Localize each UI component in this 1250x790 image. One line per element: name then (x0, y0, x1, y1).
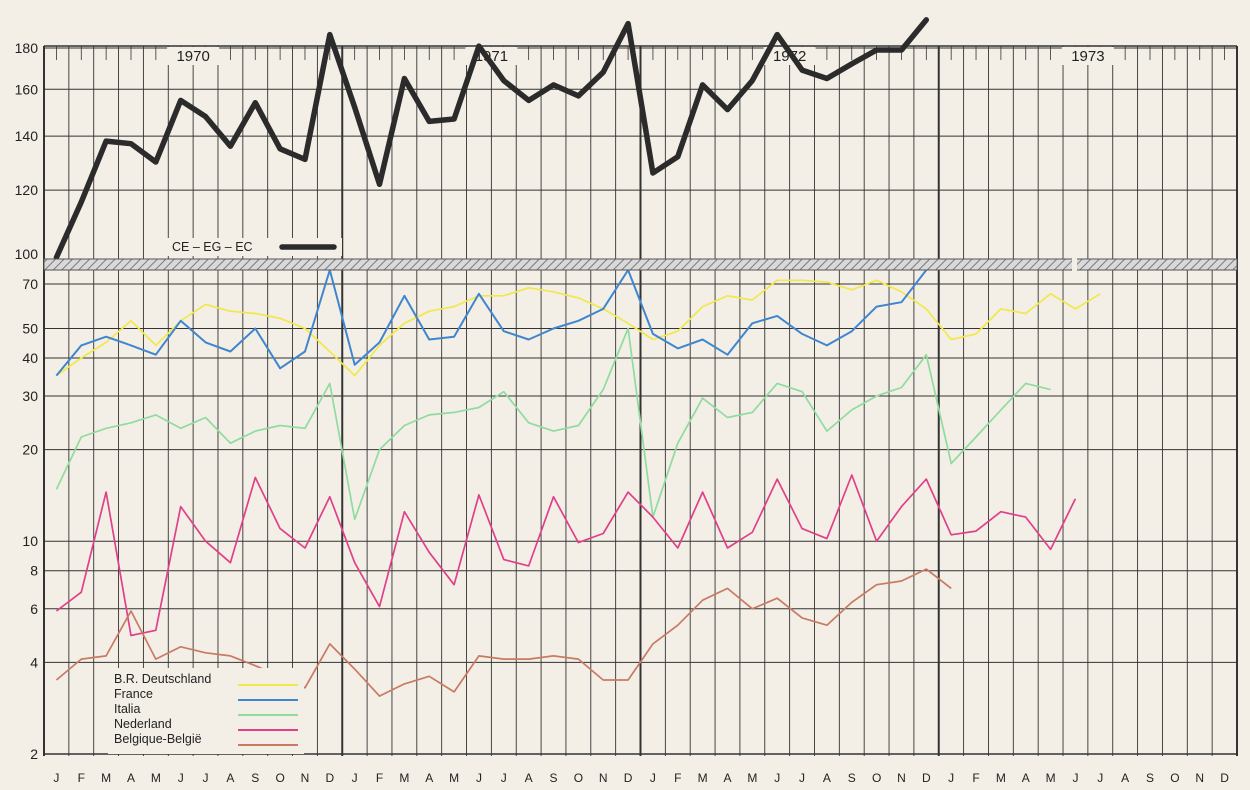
axis-break (43, 258, 1238, 271)
lower-tick-label: 50 (22, 320, 38, 336)
month-label: S (1146, 771, 1154, 785)
month-label: A (823, 771, 831, 785)
month-label: D (325, 771, 334, 785)
lower-tick-label: 4 (30, 654, 38, 670)
month-label: M (449, 771, 459, 785)
month-label: J (178, 771, 184, 785)
y-ticks: 180 160 140 120 100 70 50 40 30 20 10 8 6 4 2 (15, 40, 39, 762)
month-label: J (203, 771, 209, 785)
month-label: N (897, 771, 906, 785)
month-label: J (476, 771, 482, 785)
legend: CE – EG – EC B.R. DeutschlandFranceItalia… (108, 238, 342, 754)
year-label-box (167, 47, 220, 65)
month-label: J (948, 771, 954, 785)
month-label: J (501, 771, 507, 785)
series-line-0 (55, 279, 1101, 377)
ec-legend-box (166, 238, 342, 256)
legend-box (108, 668, 304, 754)
month-label: S (251, 771, 259, 785)
month-label: O (1170, 771, 1179, 785)
month-label: N (1195, 771, 1204, 785)
month-label: J (1072, 771, 1078, 785)
month-label: S (550, 771, 558, 785)
month-label: M (399, 771, 409, 785)
legend-label-0: B.R. Deutschland (114, 672, 211, 686)
lower-tick-label: 6 (30, 601, 38, 617)
lower-tick-label: 20 (22, 442, 38, 458)
legend-label-ec: CE – EG – EC (172, 240, 253, 254)
month-label: O (275, 771, 284, 785)
lower-tick-label: 8 (30, 563, 38, 579)
month-label: J (774, 771, 780, 785)
legend-label-1: France (114, 687, 153, 701)
upper-tick-label: 100 (15, 246, 39, 262)
month-label: D (922, 771, 931, 785)
legend-label-2: Italia (114, 702, 140, 716)
month-label: D (1220, 771, 1229, 785)
series-line-2 (55, 327, 1051, 521)
legend-label-3: Nederland (114, 717, 172, 731)
month-label: N (301, 771, 310, 785)
month-label: A (1022, 771, 1030, 785)
month-label: M (1046, 771, 1056, 785)
month-label: M (747, 771, 757, 785)
lower-series (55, 269, 1101, 697)
upper-tick-label: 140 (15, 128, 39, 144)
month-label: N (599, 771, 608, 785)
month-label: F (972, 771, 979, 785)
lower-tick-label: 40 (22, 350, 38, 366)
month-label: A (425, 771, 433, 785)
month-label: F (376, 771, 383, 785)
month-label: O (872, 771, 881, 785)
lower-tick-label: 70 (22, 276, 38, 292)
month-label: M (996, 771, 1006, 785)
lower-tick-label: 10 (22, 533, 38, 549)
month-label: A (723, 771, 731, 785)
axis-break-band (43, 258, 1238, 271)
series-line-3 (55, 474, 1077, 637)
month-label: J (53, 771, 59, 785)
month-label: A (127, 771, 135, 785)
month-label: M (101, 771, 111, 785)
upper-tick-label: 160 (15, 81, 39, 97)
month-label: J (650, 771, 656, 785)
axis-break-gap (1072, 258, 1077, 271)
month-label: A (525, 771, 533, 785)
month-label: A (1121, 771, 1129, 785)
series-line-ec (53, 17, 930, 261)
upper-tick-label: 180 (15, 40, 39, 56)
month-label: S (848, 771, 856, 785)
month-label: A (226, 771, 234, 785)
series-line-1 (55, 269, 928, 377)
upper-tick-label: 120 (15, 182, 39, 198)
month-label: F (674, 771, 681, 785)
year-label-box (1061, 47, 1114, 65)
upper-series (53, 17, 930, 261)
month-label: J (799, 771, 805, 785)
year-label: 1973 (1071, 48, 1104, 65)
month-label: J (352, 771, 358, 785)
month-label: F (78, 771, 85, 785)
month-label: M (698, 771, 708, 785)
month-label: M (151, 771, 161, 785)
lower-tick-label: 2 (30, 746, 38, 762)
month-label: O (574, 771, 583, 785)
legend-label-4: Belgique-België (114, 732, 202, 746)
lower-tick-label: 30 (22, 388, 38, 404)
month-label: D (624, 771, 633, 785)
series-line-4 (55, 568, 952, 697)
month-label: J (1097, 771, 1103, 785)
year-label: 1970 (176, 48, 209, 65)
